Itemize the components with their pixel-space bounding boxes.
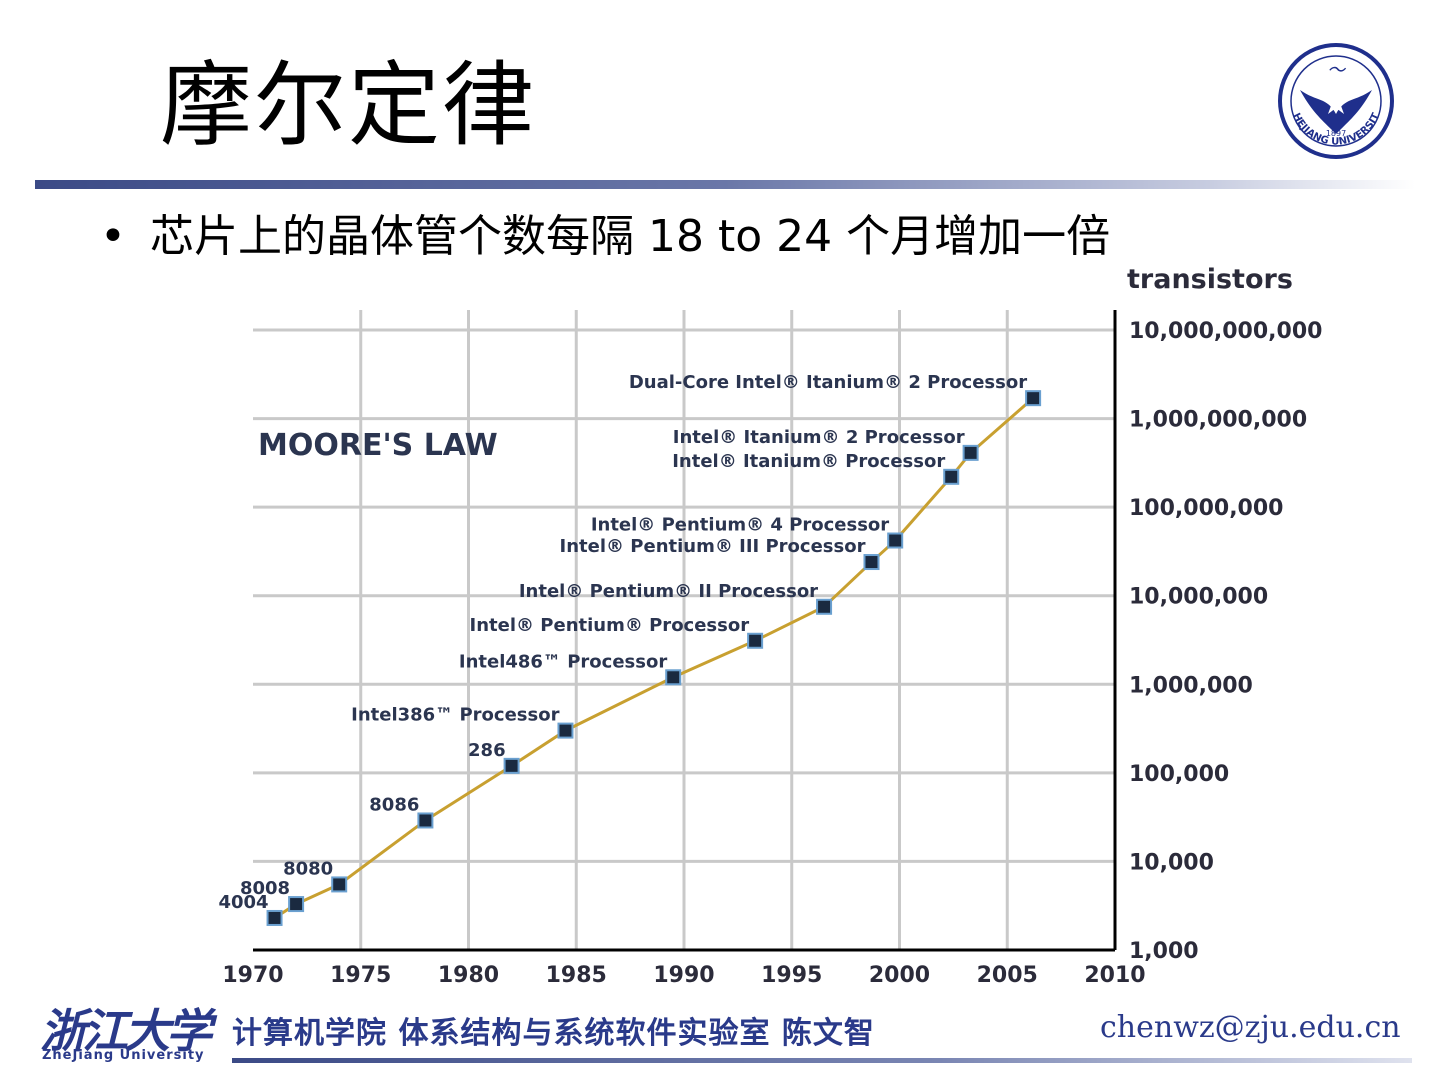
x-tick-label-2: 1980 (438, 963, 499, 988)
data-label-13: Dual-Core Intel® Itanium® 2 Processor (629, 372, 1027, 393)
footer-university-en: ZheJiang University (42, 1048, 205, 1063)
data-label-9: Intel® Pentium® III Processor (560, 536, 866, 557)
footer-lab: 计算机学院 体系结构与系统软件实验室 陈文智 (232, 1016, 875, 1051)
logo-year: 1897 (1326, 129, 1346, 138)
data-label-0: 4004 (218, 892, 268, 913)
footer-university-cn: 浙江大学 (40, 1004, 212, 1058)
data-point-12 (962, 444, 979, 461)
y-tick-label-0: 10,000,000,000 (1129, 319, 1322, 344)
y-tick-label-5: 100,000 (1129, 762, 1229, 787)
x-tick-label-3: 1985 (546, 963, 607, 988)
data-label-8: Intel® Pentium® II Processor (519, 581, 818, 602)
data-label-2: 8080 (283, 858, 333, 879)
chart-title: MOORE'S LAW (258, 428, 498, 463)
bullet-dot-icon: • (100, 211, 126, 262)
y-tick-label-4: 1,000,000 (1129, 673, 1253, 698)
moores-law-chart: 1970 1975 1980 1985 1990 1995 2000 2005 2010 10,0… (218, 264, 1322, 988)
x-tick-label-4: 1990 (653, 963, 714, 988)
y-tick-label-7: 1,000 (1129, 939, 1199, 964)
y-axis-label: transistors (1127, 264, 1293, 295)
data-label-4: 286 (468, 740, 506, 761)
data-point-6 (665, 669, 682, 686)
data-point-5 (557, 722, 574, 739)
data-point-0 (266, 909, 283, 926)
x-tick-label-1: 1975 (330, 963, 391, 988)
footer-divider (232, 1058, 1412, 1063)
y-tick-label-6: 10,000 (1129, 850, 1214, 875)
y-tick-label-2: 100,000,000 (1129, 496, 1283, 521)
title-divider (35, 180, 1415, 189)
data-point-3 (417, 812, 434, 829)
bullet-text: 芯片上的晶体管个数每隔 18 to 24 个月增加一倍 (150, 211, 1111, 262)
data-point-8 (816, 598, 833, 615)
data-label-3: 8086 (369, 794, 419, 815)
data-point-4 (503, 757, 520, 774)
data-point-13 (1025, 390, 1042, 407)
x-tick-label-8: 2010 (1084, 963, 1145, 988)
y-tick-label-1: 1,000,000,000 (1129, 408, 1307, 433)
data-label-10: Intel® Pentium® 4 Processor (591, 515, 889, 536)
footer-email: chenwz@zju.edu.cn (1100, 1010, 1401, 1045)
data-label-5: Intel386™ Processor (351, 705, 559, 726)
svg-text:～: ～ (1327, 60, 1347, 81)
data-label-7: Intel® Pentium® Processor (470, 615, 750, 636)
x-tick-label-0: 1970 (222, 963, 283, 988)
data-label-1: 8008 (240, 878, 290, 899)
data-point-9 (863, 554, 880, 571)
data-label-11: Intel® Itanium® Processor (672, 451, 945, 472)
data-label-12: Intel® Itanium® 2 Processor (673, 427, 965, 448)
data-point-11 (943, 468, 960, 485)
bullet-item: • 芯片上的晶体管个数每隔 18 to 24 个月增加一倍 (100, 200, 1110, 264)
slide-title: 摩尔定律 (160, 52, 537, 159)
zhejiang-university-seal-icon: 1897 ZHEJIANG UNIVERSITY ～ (1272, 42, 1394, 159)
data-point-1 (288, 896, 305, 913)
x-tick-label-7: 2005 (977, 963, 1038, 988)
series-line (273, 397, 1035, 920)
x-tick-label-5: 1995 (761, 963, 822, 988)
data-point-10 (887, 532, 904, 549)
data-point-7 (747, 632, 764, 649)
x-tick-label-6: 2000 (869, 963, 930, 988)
data-label-6: Intel486™ Processor (459, 651, 667, 672)
data-point-2 (331, 876, 348, 893)
y-tick-label-3: 10,000,000 (1129, 585, 1268, 610)
